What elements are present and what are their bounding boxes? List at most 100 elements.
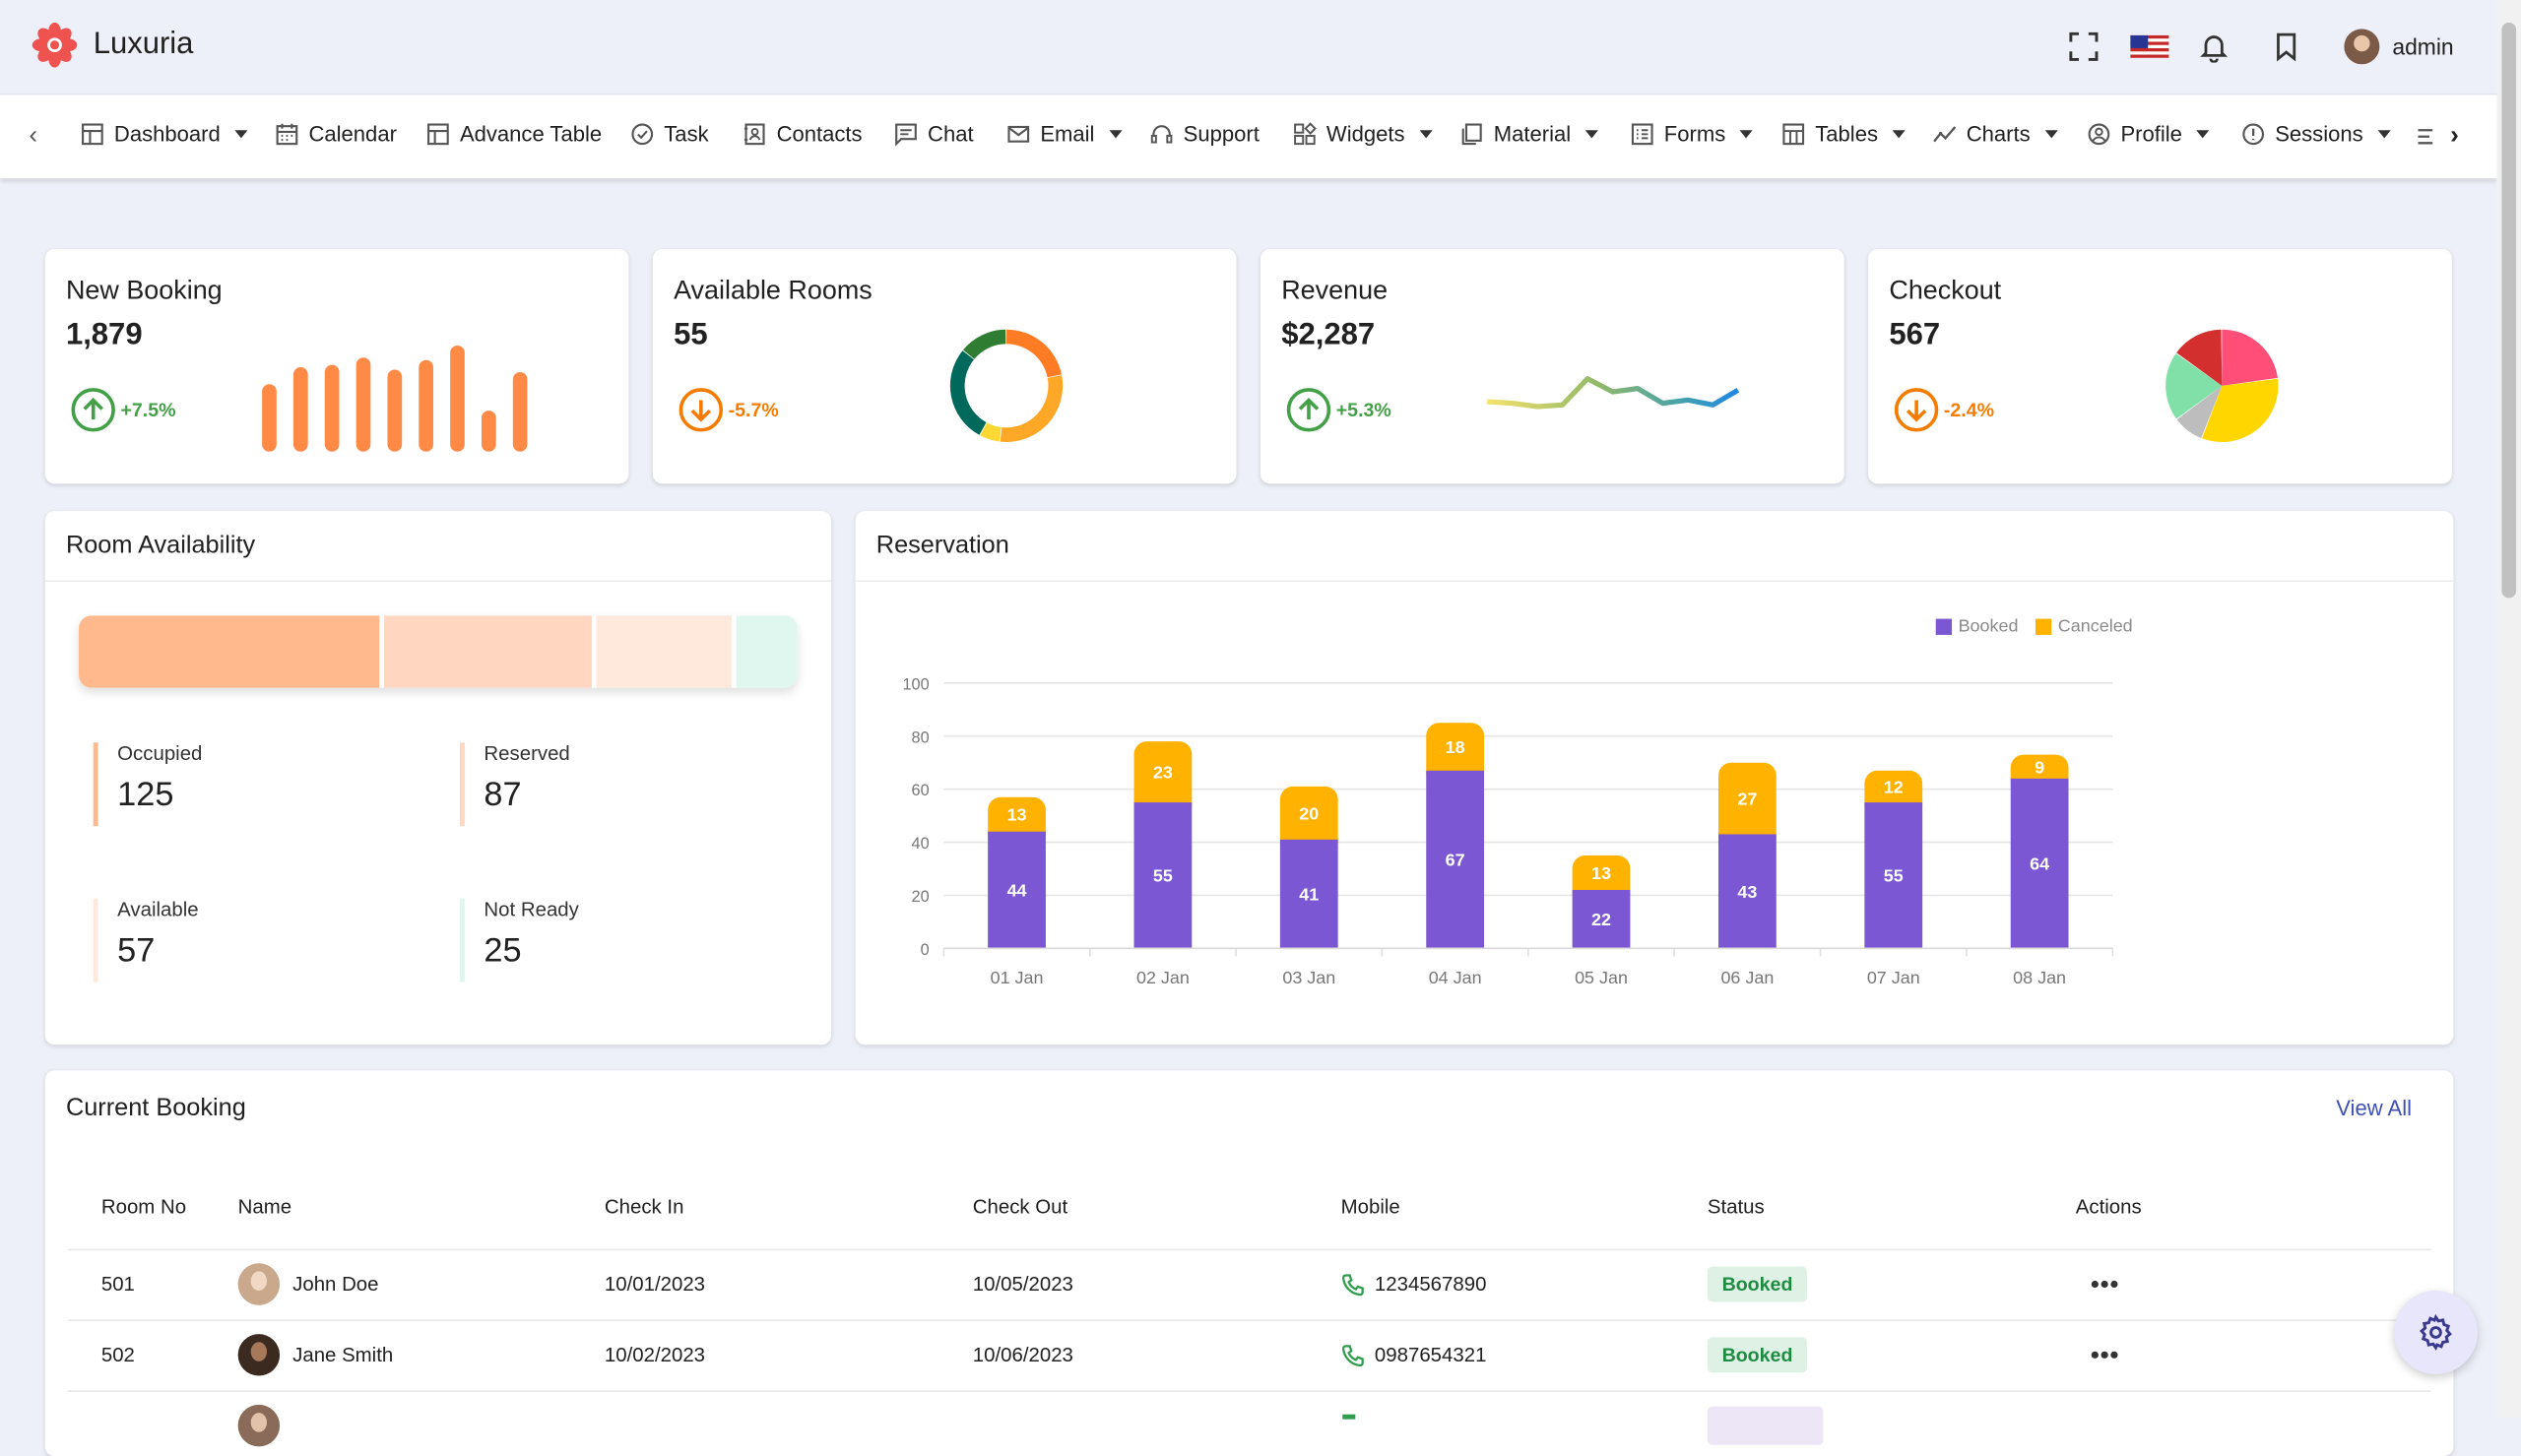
- arrow-up-circle-icon: [1286, 388, 1331, 432]
- column-header-check-out[interactable]: Check Out: [972, 1195, 1068, 1219]
- checkout-pie-slice: [2165, 352, 2223, 419]
- more-horizontal-icon[interactable]: [2090, 1350, 2118, 1360]
- column-header-actions[interactable]: Actions: [2075, 1195, 2142, 1219]
- nav-item-dashboard[interactable]: Dashboard: [81, 122, 248, 147]
- bar-booked[interactable]: [1717, 834, 1777, 949]
- nav-item-widgets[interactable]: Widgets: [1293, 122, 1433, 147]
- more-horizontal-icon[interactable]: [2090, 1280, 2118, 1290]
- bar-booked[interactable]: [1572, 889, 1631, 949]
- nav-item-charts[interactable]: Charts: [1932, 122, 2058, 147]
- chevron-down-icon: [1109, 130, 1123, 139]
- bar-canceled[interactable]: [1717, 762, 1777, 851]
- bar-stack[interactable]: 41 20: [1279, 786, 1338, 949]
- bar-stack[interactable]: 64 9: [2010, 754, 2069, 949]
- stat-value: 1,879: [65, 318, 143, 352]
- stat-value: $2,287: [1281, 318, 1376, 352]
- nav-scroll-right-icon[interactable]: ›: [2450, 122, 2459, 150]
- checkout-mini-chart: [2165, 329, 2279, 442]
- bar-booked[interactable]: [1133, 802, 1193, 949]
- y-tick-label: 20: [912, 888, 930, 906]
- bar-booked[interactable]: [988, 831, 1046, 949]
- settings-fab[interactable]: [2394, 1291, 2478, 1374]
- availability-value: 25: [484, 931, 522, 970]
- rooms-donut-slice: [1000, 375, 1064, 442]
- bar-booked[interactable]: [2010, 778, 2069, 949]
- room-availability-title: Room Availability: [65, 532, 256, 560]
- y-tick-label: 40: [912, 835, 930, 853]
- data-label-booked: 43: [1737, 882, 1757, 902]
- nav-item-tables[interactable]: Tables: [1781, 122, 1906, 147]
- checkout-pie-slice: [2176, 329, 2223, 386]
- availability-value: 125: [117, 776, 174, 814]
- guest-name: Jane Smith: [292, 1343, 394, 1366]
- bar-stack[interactable]: 55 23: [1133, 741, 1193, 949]
- revenue-line: [1487, 376, 1740, 410]
- bar-stack[interactable]: 44 13: [988, 796, 1046, 949]
- bar-booked[interactable]: [1864, 802, 1923, 949]
- bar-stack[interactable]: 43 27: [1717, 762, 1777, 949]
- user-menu[interactable]: admin: [2344, 29, 2454, 65]
- checkout-pie-slice: [2176, 385, 2223, 438]
- nav-item-forms[interactable]: Forms: [1631, 122, 1753, 147]
- dashboard-icon: [82, 123, 103, 146]
- booking-bar: [356, 357, 371, 452]
- nav-item-label: Dashboard: [113, 122, 221, 147]
- nav-item-label: Email: [1040, 122, 1095, 147]
- column-header-mobile[interactable]: Mobile: [1340, 1195, 1400, 1219]
- bar-stack[interactable]: 22 13: [1572, 855, 1631, 949]
- column-header-room-no[interactable]: Room No: [100, 1195, 187, 1219]
- data-label-booked: 41: [1299, 885, 1319, 905]
- nav-item-advance-table[interactable]: Advance Table: [426, 122, 602, 147]
- bookmark-icon[interactable]: [2270, 31, 2302, 63]
- row-divider: [67, 1248, 2431, 1251]
- stat-title: Available Rooms: [674, 276, 873, 306]
- nav-item-sessions[interactable]: Sessions: [2241, 122, 2391, 147]
- data-label-canceled: 12: [1884, 777, 1904, 796]
- bar-stack[interactable]: 67 18: [1426, 723, 1485, 949]
- stat-change: +7.5%: [71, 387, 176, 432]
- legend-booked[interactable]: Booked: [1935, 617, 2018, 637]
- nav-item-material[interactable]: Material: [1459, 122, 1598, 147]
- scrollbar-thumb[interactable]: [2501, 22, 2517, 599]
- nav-item-support[interactable]: Support: [1149, 122, 1260, 147]
- nav-item-calendar[interactable]: Calendar: [275, 122, 397, 147]
- more-menu-icon[interactable]: [2417, 125, 2439, 148]
- nav-item-email[interactable]: Email: [1006, 122, 1123, 147]
- cell-check-out: 10/05/2023: [972, 1273, 1073, 1296]
- booking-bar: [292, 367, 308, 452]
- nav-item-contacts[interactable]: Contacts: [743, 122, 863, 147]
- x-tick-label: 04 Jan: [1429, 968, 1482, 987]
- booking-bar: [512, 371, 528, 452]
- bar-canceled[interactable]: [1133, 741, 1193, 819]
- fullscreen-icon[interactable]: [2068, 31, 2101, 63]
- rooms-donut-slice: [963, 329, 1006, 359]
- us-flag-icon[interactable]: [2130, 31, 2169, 63]
- bar-booked[interactable]: [1426, 770, 1485, 949]
- stat-card-available-rooms: Available Rooms 55 -5.7%: [652, 249, 1237, 484]
- bar-canceled[interactable]: [1279, 786, 1338, 856]
- bar-booked[interactable]: [1279, 839, 1338, 949]
- phone-icon[interactable]: [1341, 1343, 1365, 1366]
- legend-canceled[interactable]: Canceled: [2035, 617, 2133, 637]
- brand[interactable]: Luxuria: [32, 22, 193, 68]
- stat-change-value: -5.7%: [728, 398, 779, 421]
- stat-title: Checkout: [1889, 276, 2002, 306]
- data-label-canceled: 13: [1007, 805, 1027, 825]
- page-scrollbar[interactable]: [2496, 0, 2521, 1418]
- column-header-status[interactable]: Status: [1707, 1195, 1765, 1219]
- nav-item-profile[interactable]: Profile: [2087, 122, 2210, 147]
- mobile-number: 0987654321: [1374, 1343, 1487, 1366]
- view-all-link[interactable]: View All: [2336, 1096, 2413, 1120]
- column-header-check-in[interactable]: Check In: [604, 1195, 684, 1219]
- nav-item-task[interactable]: Task: [630, 122, 709, 147]
- rooms-donut-slice: [949, 350, 987, 435]
- bell-icon[interactable]: [2198, 31, 2230, 63]
- nav-item-label: Widgets: [1325, 122, 1405, 147]
- column-header-name[interactable]: Name: [237, 1195, 292, 1219]
- nav-scroll-left-icon[interactable]: ‹: [29, 122, 38, 150]
- nav-item-chat[interactable]: Chat: [894, 122, 974, 147]
- bar-stack[interactable]: 55 12: [1864, 770, 1923, 949]
- cell-room: 502: [100, 1343, 135, 1366]
- cell-actions: [2090, 1265, 2118, 1303]
- phone-icon[interactable]: [1341, 1272, 1365, 1296]
